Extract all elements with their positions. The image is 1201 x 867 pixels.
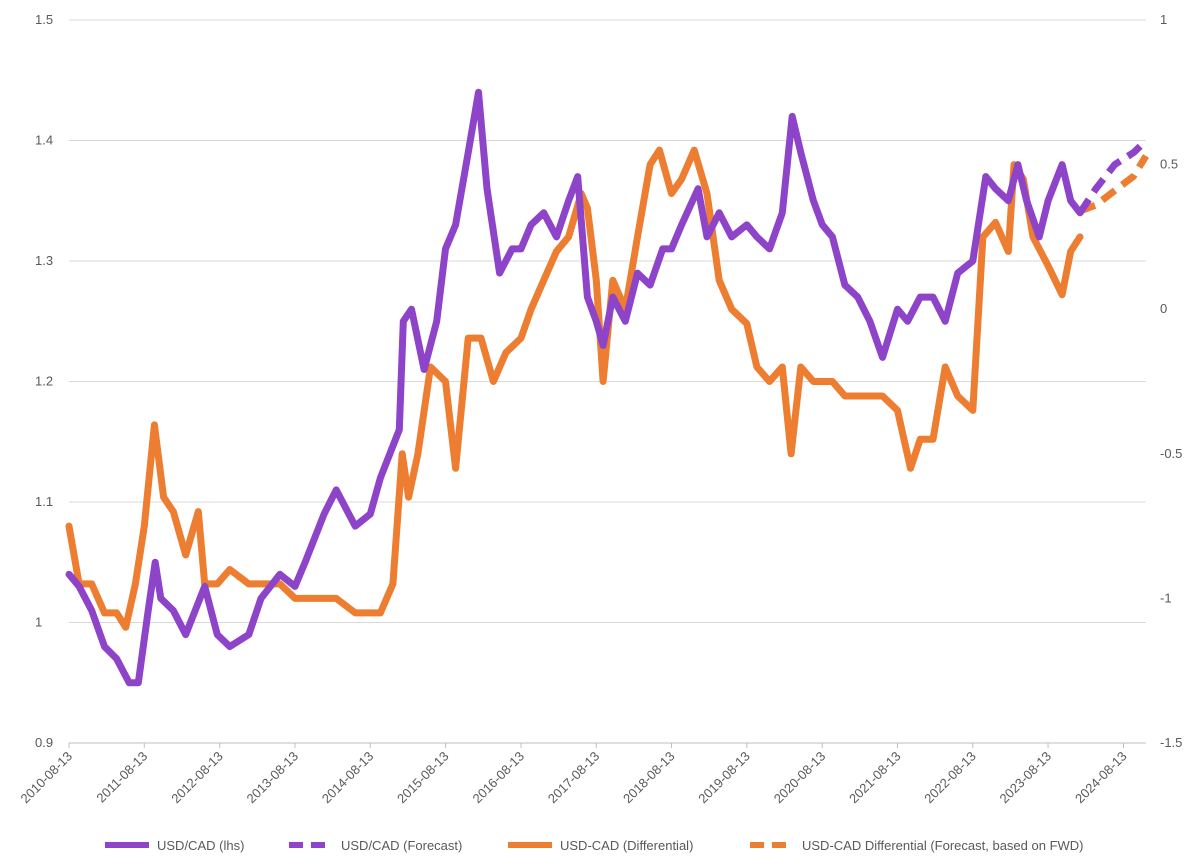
series-line-usd-cad-differential-forecast-based-on-fwd <box>1078 154 1149 215</box>
legend-label: USD/CAD (Forecast) <box>341 838 462 853</box>
x-axis-ticks: 2010-08-13 2011-08-13 2012-08-13 2013-08-13… <box>17 743 1130 807</box>
series-line-usd-cad-forecast <box>1077 137 1149 215</box>
gridlines <box>69 19 1146 623</box>
x-tick-label: 2022-08-13 <box>921 749 979 807</box>
y-right-tick-label: -0.5 <box>1160 446 1182 461</box>
x-tick-label: 2020-08-13 <box>771 749 829 807</box>
y-left-tick-label: 1.5 <box>35 12 53 27</box>
series-layer <box>65 88 1149 687</box>
y-right-tick-label: 0 <box>1160 301 1167 316</box>
x-tick-label: 2018-08-13 <box>620 749 678 807</box>
x-tick-label: 2021-08-13 <box>846 749 904 807</box>
y-left-tick-label: 0.9 <box>35 735 53 750</box>
x-tick-label: 2024-08-13 <box>1072 749 1130 807</box>
x-tick-label: 2012-08-13 <box>168 749 226 807</box>
y-right-tick-label: -1 <box>1160 590 1172 605</box>
y-right-tick-label: 1 <box>1160 12 1167 27</box>
y-right-tick-label: -1.5 <box>1160 735 1182 750</box>
legend-label: USD-CAD (Differential) <box>560 838 693 853</box>
y-left-tick-label: 1 <box>35 615 42 630</box>
x-tick-label: 2017-08-13 <box>545 749 603 807</box>
legend: USD/CAD (lhs) USD/CAD (Forecast) USD-CAD (… <box>105 838 1084 853</box>
x-tick-label: 2016-08-13 <box>469 749 527 807</box>
y-left-tick-label: 1.1 <box>35 494 53 509</box>
legend-label: USD/CAD (lhs) <box>157 838 244 853</box>
x-tick-label: 2014-08-13 <box>319 749 377 807</box>
y-left-tick-label: 1.2 <box>35 374 53 389</box>
x-tick-label: 2023-08-13 <box>997 749 1055 807</box>
y-right-tick-label: 0.5 <box>1160 157 1178 172</box>
series-line-usd-cad-differential <box>65 146 1084 631</box>
y-left-tick-label: 1.3 <box>35 253 53 268</box>
y-left-tick-label: 1.4 <box>35 133 53 148</box>
x-tick-label: 2019-08-13 <box>695 749 753 807</box>
legend-label: USD-CAD Differential (Forecast, based on… <box>802 838 1084 853</box>
y-axis-right-ticks: -1.5 -1 -0.5 0 0.5 1 <box>1160 12 1182 750</box>
series-line-usd-cad-lhs <box>65 88 1084 687</box>
x-tick-label: 2015-08-13 <box>394 749 452 807</box>
x-tick-label: 2011-08-13 <box>93 749 150 806</box>
x-tick-label: 2013-08-13 <box>243 749 301 807</box>
y-axis-left-ticks: 0.9 1 1.1 1.2 1.3 1.4 1.5 <box>35 12 53 750</box>
x-tick-label: 2010-08-13 <box>17 749 75 807</box>
